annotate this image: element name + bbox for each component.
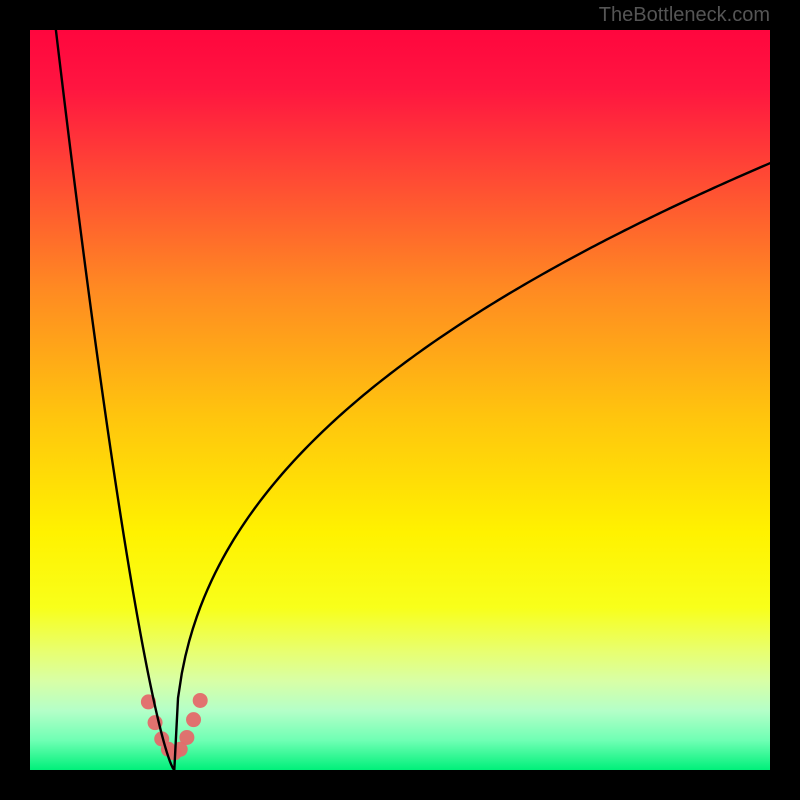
plot-area bbox=[30, 30, 770, 770]
trough-dot bbox=[193, 693, 208, 708]
watermark-text: TheBottleneck.com bbox=[599, 4, 770, 27]
bottleneck-curve bbox=[56, 30, 770, 770]
chart-frame: TheBottleneck.com bbox=[0, 0, 800, 800]
trough-dot bbox=[179, 730, 194, 745]
curve-layer bbox=[30, 30, 770, 770]
trough-dot bbox=[186, 712, 201, 727]
